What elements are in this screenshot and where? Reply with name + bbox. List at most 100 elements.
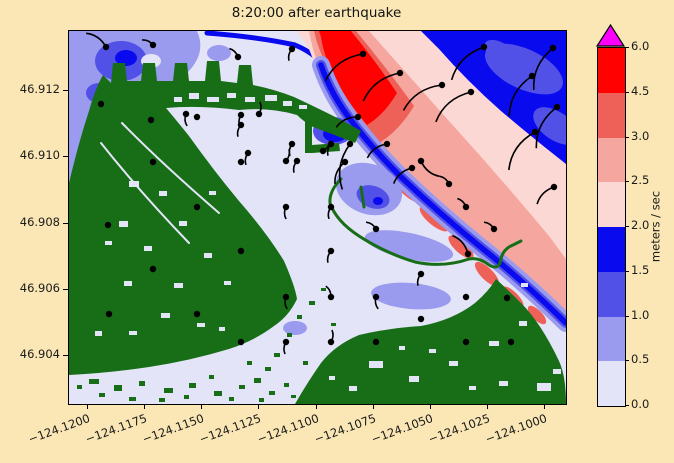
land-holes xyxy=(265,95,277,101)
drifter-tail xyxy=(362,72,401,102)
marsh-speckles xyxy=(303,361,308,365)
land-holes xyxy=(204,253,212,258)
tidal-creeks xyxy=(100,122,220,244)
drifter xyxy=(335,113,362,128)
drifter-dot xyxy=(149,158,157,166)
drifter-dot xyxy=(182,110,190,118)
drifter xyxy=(255,101,263,118)
land-holes xyxy=(179,221,187,226)
land-holes xyxy=(161,313,170,318)
land-holes xyxy=(119,221,128,227)
drifter xyxy=(105,310,113,318)
plot-area xyxy=(68,30,567,405)
drifter-dot xyxy=(480,43,488,51)
marsh-speckles xyxy=(89,379,99,384)
marsh-speckles xyxy=(254,378,261,383)
marsh-speckles xyxy=(129,397,136,401)
colorbar-tick-mark xyxy=(625,360,629,362)
colorbar-tick-mark xyxy=(625,91,629,93)
drifter-dot xyxy=(237,121,245,129)
nw-eddy-core xyxy=(115,50,137,66)
land-holes xyxy=(429,349,436,353)
drifter-dot xyxy=(282,157,290,165)
colorbar-tick-label: 6.0 xyxy=(631,39,650,53)
x-tick-mark xyxy=(258,404,260,409)
drifter-dot xyxy=(105,310,113,318)
drifter xyxy=(229,47,242,61)
drifter-dot xyxy=(467,88,475,96)
drifter xyxy=(86,32,110,51)
drifter-dot xyxy=(237,247,245,255)
marsh-speckles xyxy=(184,395,189,399)
drifter-dot xyxy=(147,116,155,124)
drifter xyxy=(417,157,440,178)
marsh-speckles xyxy=(229,397,234,401)
drifter-dot xyxy=(193,113,201,121)
y-tick-label: 46.912 xyxy=(19,82,60,96)
drifter xyxy=(292,157,301,173)
land-holes xyxy=(174,283,183,288)
colorbar-tick-mark xyxy=(625,47,629,48)
x-tick-mark xyxy=(544,404,545,409)
drifter xyxy=(439,175,453,188)
drifter-dot xyxy=(327,293,335,301)
drifter-dot xyxy=(193,203,201,211)
drifter xyxy=(362,69,404,102)
drifter-dot xyxy=(383,140,391,148)
drifter xyxy=(237,247,245,255)
y-tick-mark xyxy=(63,355,68,356)
colorbar-tick-mark xyxy=(625,181,629,183)
colorbar-band xyxy=(598,182,625,227)
drifter xyxy=(237,158,245,166)
drifter xyxy=(508,72,536,117)
drifter-dot xyxy=(327,338,335,346)
drifter-dot xyxy=(282,293,290,301)
x-tick-mark xyxy=(486,404,488,409)
colorbar-tick-mark xyxy=(625,136,629,138)
marsh-speckles xyxy=(139,381,145,386)
colorbar-band xyxy=(598,361,625,406)
drifter xyxy=(452,234,472,258)
bay-patch xyxy=(371,282,451,310)
drifter xyxy=(182,110,190,127)
drifter-dot xyxy=(503,294,511,302)
drifter-dot xyxy=(528,72,536,80)
land-holes xyxy=(299,105,307,109)
drifter xyxy=(507,338,515,346)
wave-streak xyxy=(527,305,547,325)
colorbar-band xyxy=(598,227,625,272)
drifter xyxy=(535,103,561,149)
drifter-dot xyxy=(237,158,245,166)
colorbar-band xyxy=(598,316,625,362)
drifter-dot xyxy=(255,110,263,118)
y-tick-mark xyxy=(63,288,68,290)
marsh-speckles xyxy=(284,383,289,387)
land-holes xyxy=(159,191,167,196)
drifter-dot xyxy=(462,338,470,346)
drifter-tail xyxy=(402,84,443,111)
drifter xyxy=(326,247,335,263)
land-holes xyxy=(95,331,102,336)
drifter-dot xyxy=(149,41,157,49)
drifter xyxy=(503,294,511,302)
drifter-dot xyxy=(462,203,470,211)
drifter xyxy=(149,158,157,166)
marsh-speckles xyxy=(319,373,324,377)
land-holes xyxy=(521,283,528,287)
land-holes xyxy=(144,246,152,251)
land-holes xyxy=(197,323,205,327)
drifter xyxy=(104,221,112,229)
drifter-dot xyxy=(438,81,446,89)
colorbar-tick-mark xyxy=(625,226,629,227)
land-holes xyxy=(207,97,219,102)
colorbar-tick-label: 3.0 xyxy=(631,128,650,143)
drifter-dot xyxy=(234,53,242,61)
y-tick-label: 46.910 xyxy=(19,148,60,163)
colorbar-tick-label: 1.0 xyxy=(631,307,650,322)
plot-title: 8:20:00 after earthquake xyxy=(231,5,402,21)
land-holes xyxy=(519,321,527,326)
marsh-speckles xyxy=(321,288,326,291)
drifter-dot xyxy=(341,158,349,166)
drifter-tail xyxy=(535,106,558,149)
